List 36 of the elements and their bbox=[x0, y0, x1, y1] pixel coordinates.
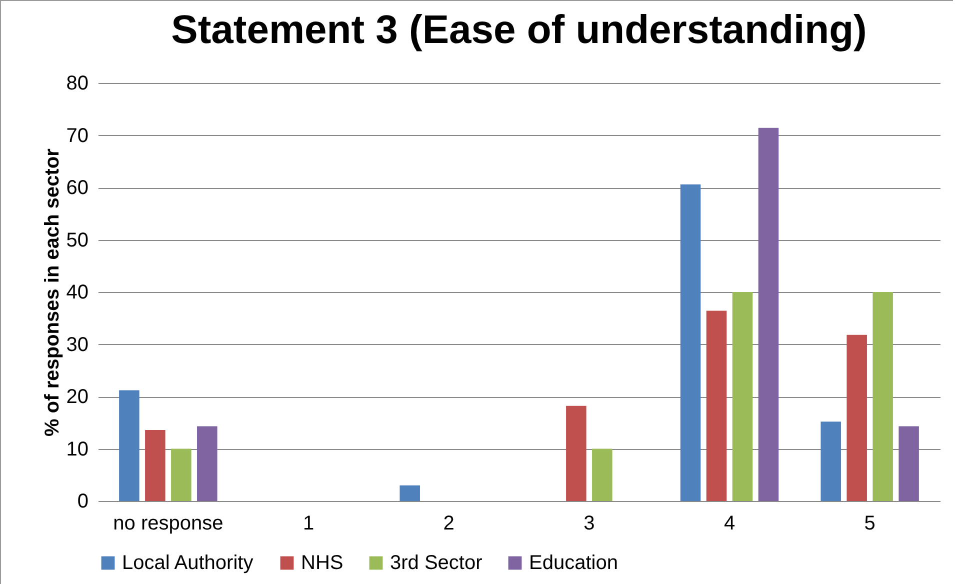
x-tick-label: 5 bbox=[864, 512, 876, 534]
bar bbox=[846, 334, 867, 501]
y-tick-label: 80 bbox=[66, 72, 88, 94]
y-tick-label: 10 bbox=[66, 438, 88, 460]
x-tick-label: 4 bbox=[724, 512, 736, 534]
legend-label: 3rd Sector bbox=[390, 552, 483, 574]
y-tick-label: 60 bbox=[66, 177, 88, 199]
bar bbox=[566, 406, 586, 501]
y-tick-label: 0 bbox=[77, 490, 88, 512]
bar bbox=[592, 448, 612, 501]
bar bbox=[119, 390, 140, 501]
bar bbox=[400, 485, 420, 501]
bar bbox=[197, 426, 218, 501]
x-tick-label: 2 bbox=[443, 512, 454, 534]
bar bbox=[820, 422, 841, 501]
x-tick-label: no response bbox=[113, 512, 224, 534]
y-tick-label: 30 bbox=[66, 334, 88, 356]
x-tick-label: 1 bbox=[302, 512, 314, 534]
x-tick-label: 3 bbox=[584, 512, 595, 534]
bar bbox=[145, 430, 166, 501]
y-tick-label: 40 bbox=[66, 282, 88, 304]
legend-label: NHS bbox=[301, 552, 344, 574]
bar bbox=[758, 128, 779, 501]
bar bbox=[732, 292, 753, 501]
bar bbox=[171, 448, 192, 501]
y-tick-label: 70 bbox=[66, 124, 88, 147]
legend-label: Local Authority bbox=[122, 552, 254, 574]
bar bbox=[706, 310, 727, 501]
y-axis-title: % of responses in each sector bbox=[41, 148, 64, 436]
y-tick-label: 50 bbox=[66, 229, 88, 252]
bar bbox=[680, 184, 701, 501]
legend-label: Education bbox=[529, 552, 618, 574]
chart-title: Statement 3 (Ease of understanding) bbox=[171, 8, 867, 52]
bar bbox=[898, 426, 919, 501]
bar bbox=[872, 292, 893, 501]
y-tick-label: 20 bbox=[66, 386, 88, 408]
